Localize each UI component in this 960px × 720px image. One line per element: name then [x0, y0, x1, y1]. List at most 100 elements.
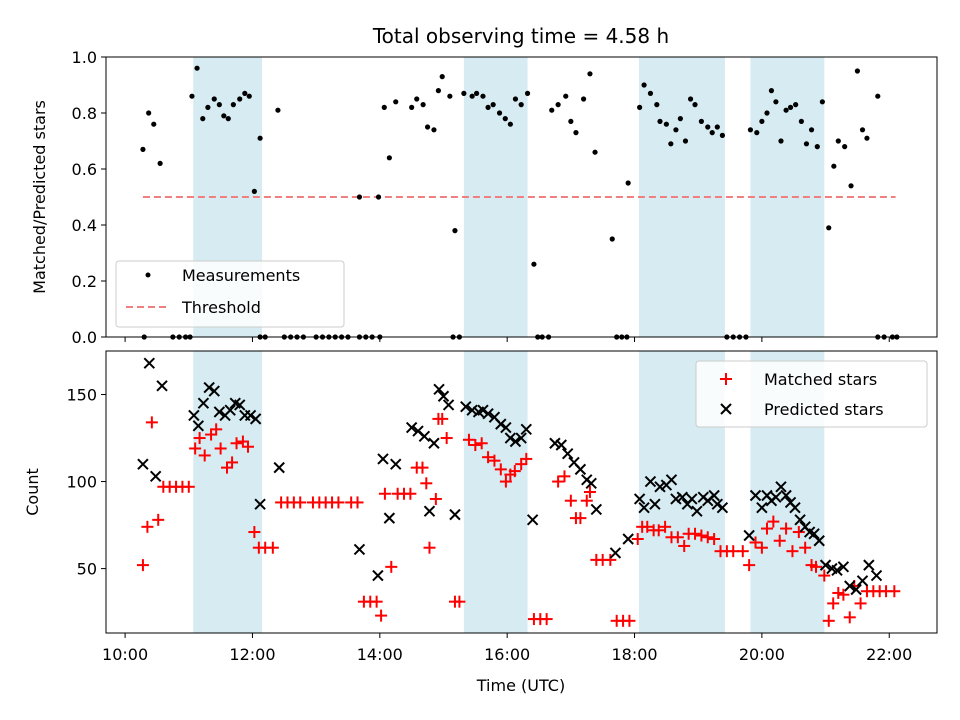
measurement-point — [216, 102, 222, 108]
bottom-legend: Matched stars Predicted stars — [695, 360, 928, 428]
matched-point — [436, 412, 449, 425]
top-y-tick-label: 0.6 — [72, 160, 97, 179]
predicted-point — [708, 489, 720, 502]
measurement-point — [842, 144, 848, 150]
predicted-point — [633, 493, 646, 505]
predicted-point — [477, 404, 489, 416]
legend-measurements-label: Measurements — [182, 266, 300, 285]
matched-point — [822, 614, 835, 627]
measurement-point — [469, 93, 475, 99]
measurement-point — [705, 124, 711, 130]
bottom-y-tick-label: 100 — [66, 473, 97, 492]
measurement-point — [609, 236, 615, 242]
matched-point — [652, 524, 665, 537]
predicted-point — [515, 432, 527, 444]
matched-point — [378, 487, 391, 500]
measurement-point — [819, 99, 825, 105]
measurement-point — [452, 228, 458, 234]
matched-point — [193, 432, 206, 445]
measurement-point — [764, 110, 770, 116]
predicted-point — [234, 399, 246, 411]
predicted-point — [644, 475, 657, 488]
predicted-point — [254, 498, 266, 510]
measurement-point — [275, 107, 281, 113]
predicted-point — [549, 437, 561, 449]
measurement-point — [512, 96, 519, 102]
matched-point — [351, 496, 364, 509]
matched-point — [659, 520, 672, 533]
measurement-point — [225, 116, 231, 122]
bottom-y-tick-label: 50 — [77, 560, 97, 579]
measurement-point — [677, 116, 683, 122]
predicted-point — [213, 406, 226, 418]
measurement-point — [657, 118, 663, 124]
predicted-point — [770, 491, 782, 503]
measurement-point — [242, 90, 248, 96]
measurement-point — [502, 116, 508, 122]
matched-point — [226, 456, 239, 469]
legend-predicted-marker — [720, 403, 732, 415]
x-tick-label: 18:00 — [611, 645, 657, 664]
matched-point — [574, 512, 587, 525]
matched-point — [888, 585, 901, 598]
measurement-point — [668, 141, 674, 147]
measurement-point — [625, 180, 631, 186]
matched-point — [214, 442, 227, 455]
matched-point — [182, 480, 195, 493]
top-y-tick-label: 0.2 — [72, 272, 97, 291]
predicted-point — [500, 421, 512, 434]
measurement-point — [592, 149, 598, 155]
measurement-point — [424, 124, 431, 130]
measurement-point — [496, 110, 503, 116]
matched-point — [827, 597, 840, 610]
predicted-point — [188, 409, 200, 422]
measurement-point — [563, 93, 569, 99]
predicted-point — [418, 430, 431, 443]
measurement-point — [848, 183, 854, 189]
x-tick-label: 10:00 — [102, 645, 148, 664]
measurement-point — [474, 90, 480, 96]
measurement-point — [831, 163, 837, 169]
matched-point — [671, 531, 684, 544]
predicted-point — [249, 413, 262, 425]
measurement-point — [524, 90, 531, 96]
matched-point — [266, 541, 279, 554]
matched-point — [205, 428, 218, 441]
measurement-point — [507, 121, 513, 127]
matched-point — [580, 494, 593, 507]
predicted-point — [844, 580, 856, 592]
predicted-point — [482, 407, 494, 420]
matched-point — [773, 534, 786, 547]
predicted-point — [390, 458, 402, 470]
legend-predicted-label: Predicted stars — [764, 400, 884, 419]
matched-point — [475, 437, 488, 450]
predicted-point — [383, 512, 396, 524]
matched-point — [843, 611, 856, 624]
measurement-point — [814, 144, 820, 150]
predicted-point — [509, 435, 522, 448]
predicted-point — [850, 583, 862, 596]
measurement-point — [783, 107, 789, 113]
matched-point — [678, 539, 691, 552]
matched-point — [832, 586, 845, 599]
predicted-point — [638, 501, 650, 514]
measurement-point — [682, 138, 689, 144]
matched-point — [641, 520, 654, 533]
measurement-point — [580, 96, 587, 102]
top-legend: Measurements Threshold — [115, 260, 345, 328]
matched-point — [210, 423, 223, 436]
measurement-point — [237, 96, 243, 102]
predicted-point — [870, 569, 883, 582]
matched-point — [854, 597, 867, 610]
measurement-point — [709, 130, 715, 136]
predicted-point — [691, 505, 703, 517]
matched-point — [230, 437, 243, 450]
predicted-point — [780, 489, 792, 502]
bottom-y-tick-label: 150 — [66, 386, 97, 405]
predicted-point — [561, 447, 574, 460]
predicted-point — [863, 559, 875, 571]
legend-matched-marker — [720, 373, 732, 385]
predicted-point — [156, 380, 168, 392]
measurement-point — [246, 93, 252, 99]
